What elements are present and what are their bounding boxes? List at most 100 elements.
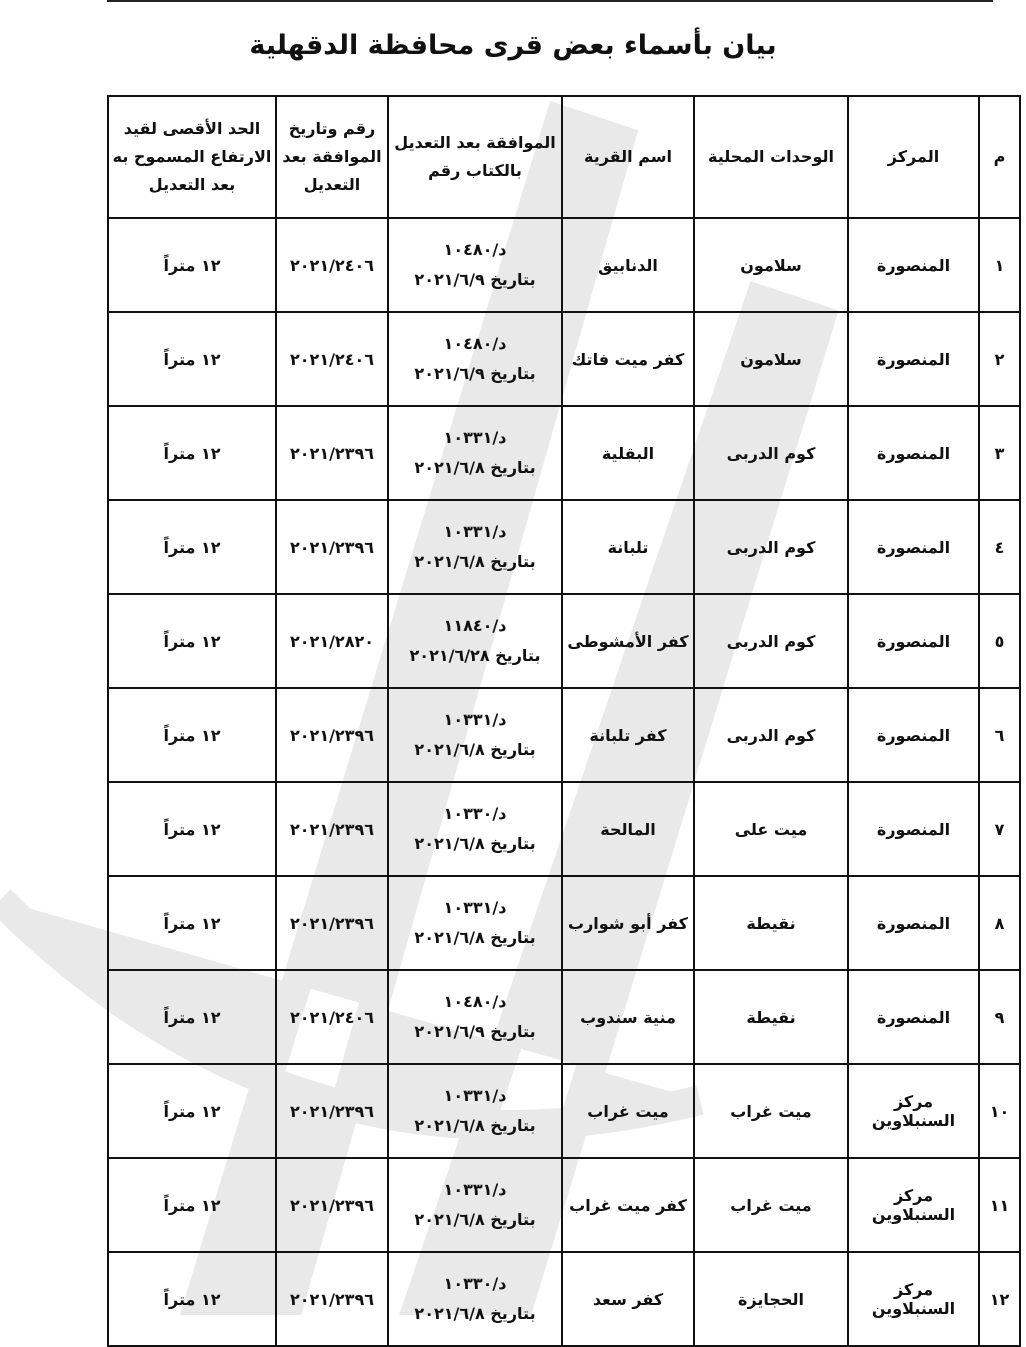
cell-index: ٩ xyxy=(978,969,1021,1065)
letter-number: د/١٠٤٨٠ xyxy=(443,239,507,259)
cell-markaz: مركز السنبلاوين xyxy=(847,1251,980,1347)
cell-letter: د/١٠٤٨٠ بتاريخ ٢٠٢١/٦/٩ xyxy=(387,311,563,407)
cell-letter: د/١٠٣٣١ بتاريخ ٢٠٢١/٦/٨ xyxy=(387,687,563,783)
letter-date: بتاريخ ٢٠٢١/٦/٢٨ xyxy=(409,646,541,665)
cell-village: المالحة xyxy=(561,781,695,877)
cell-markaz: المنصورة xyxy=(847,781,980,877)
cell-index: ٦ xyxy=(978,687,1021,783)
table-row: ٩ المنصورة نقيطة منية سندوب د/١٠٤٨٠ بتاري… xyxy=(107,969,1021,1065)
villages-table: م المركز الوحدات المحلية اسم القرية المو… xyxy=(107,95,1021,1347)
letter-date: بتاريخ ٢٠٢١/٦/٨ xyxy=(414,928,536,947)
cell-village: كفر تلبانة xyxy=(561,687,695,783)
cell-letter: د/١٠٣٣١ بتاريخ ٢٠٢١/٦/٨ xyxy=(387,1063,563,1159)
cell-markaz: المنصورة xyxy=(847,875,980,971)
cell-approval: ٢٠٢١/٢٤٠٦ xyxy=(275,311,389,407)
table-row: ٤ المنصورة كوم الدربى تلبانة د/١٠٣٣١ بتار… xyxy=(107,499,1021,595)
cell-markaz: المنصورة xyxy=(847,217,980,313)
cell-index: ١١ xyxy=(978,1157,1021,1253)
cell-approval: ٢٠٢١/٢٣٩٦ xyxy=(275,687,389,783)
cell-unit: سلامون xyxy=(693,217,849,313)
cell-max-height: ١٢ متراً xyxy=(107,499,277,595)
letter-date: بتاريخ ٢٠٢١/٦/٨ xyxy=(414,458,536,477)
cell-approval: ٢٠٢١/٢٣٩٦ xyxy=(275,405,389,501)
cell-letter: د/١٠٣٣١ بتاريخ ٢٠٢١/٦/٨ xyxy=(387,875,563,971)
cell-approval: ٢٠٢١/٢٤٠٦ xyxy=(275,969,389,1065)
header-unit: الوحدات المحلية xyxy=(693,95,849,219)
letter-number: د/١٠٣٣١ xyxy=(443,427,507,447)
letter-number: د/١٠٣٣٠ xyxy=(443,803,507,823)
letter-number: د/١١٨٤٠ xyxy=(443,615,507,635)
cell-village: منية سندوب xyxy=(561,969,695,1065)
cell-unit: ميت غراب xyxy=(693,1157,849,1253)
cell-unit: نقيطة xyxy=(693,969,849,1065)
cell-letter: د/١٠٤٨٠ بتاريخ ٢٠٢١/٦/٩ xyxy=(387,969,563,1065)
cell-approval: ٢٠٢١/٢٨٢٠ xyxy=(275,593,389,689)
cell-unit: ميت غراب xyxy=(693,1063,849,1159)
letter-number: د/١٠٣٣١ xyxy=(443,1179,507,1199)
cell-index: ٢ xyxy=(978,311,1021,407)
header-max-height: الحد الأقصى لقيد الارتفاع المسموح به بعد… xyxy=(107,95,277,219)
cell-markaz: المنصورة xyxy=(847,969,980,1065)
letter-number: د/١٠٤٨٠ xyxy=(443,991,507,1011)
cell-index: ٧ xyxy=(978,781,1021,877)
table-row: ١٠ مركز السنبلاوين ميت غراب ميت غراب د/١… xyxy=(107,1063,1021,1159)
cell-markaz: المنصورة xyxy=(847,311,980,407)
cell-markaz: المنصورة xyxy=(847,499,980,595)
cell-village: كفر ميت غراب xyxy=(561,1157,695,1253)
table-row: ٢ المنصورة سلامون كفر ميت فاتك د/١٠٤٨٠ بت… xyxy=(107,311,1021,407)
letter-date: بتاريخ ٢٠٢١/٦/٨ xyxy=(414,1304,536,1323)
cell-max-height: ١٢ متراً xyxy=(107,405,277,501)
cell-letter: د/١١٨٤٠ بتاريخ ٢٠٢١/٦/٢٨ xyxy=(387,593,563,689)
letter-date: بتاريخ ٢٠٢١/٦/٩ xyxy=(414,364,536,383)
cell-max-height: ١٢ متراً xyxy=(107,687,277,783)
table-row: ٣ المنصورة كوم الدربى البقلية د/١٠٣٣١ بتا… xyxy=(107,405,1021,501)
cell-unit: كوم الدربى xyxy=(693,499,849,595)
table-row: ٥ المنصورة كوم الدربى كفر الأمشوطى د/١١٨… xyxy=(107,593,1021,689)
header-index: م xyxy=(978,95,1021,219)
cell-index: ٥ xyxy=(978,593,1021,689)
cell-village: ميت غراب xyxy=(561,1063,695,1159)
cell-village: كفر سعد xyxy=(561,1251,695,1347)
cell-unit: سلامون xyxy=(693,311,849,407)
cell-index: ٤ xyxy=(978,499,1021,595)
table-row: ١٢ مركز السنبلاوين الحجايزة كفر سعد د/١٠… xyxy=(107,1251,1021,1347)
cell-unit: الحجايزة xyxy=(693,1251,849,1347)
table-row: ٨ المنصورة نقيطة كفر أبو شوارب د/١٠٣٣١ بت… xyxy=(107,875,1021,971)
cell-index: ١٠ xyxy=(978,1063,1021,1159)
cell-index: ١٢ xyxy=(978,1251,1021,1347)
cell-max-height: ١٢ متراً xyxy=(107,1251,277,1347)
cell-letter: د/١٠٣٣٠ بتاريخ ٢٠٢١/٦/٨ xyxy=(387,781,563,877)
letter-date: بتاريخ ٢٠٢١/٦/٨ xyxy=(414,740,536,759)
cell-unit: كوم الدربى xyxy=(693,687,849,783)
cell-unit: كوم الدربى xyxy=(693,405,849,501)
cell-letter: د/١٠٤٨٠ بتاريخ ٢٠٢١/٦/٩ xyxy=(387,217,563,313)
letter-date: بتاريخ ٢٠٢١/٦/٨ xyxy=(414,552,536,571)
cell-markaz: المنصورة xyxy=(847,687,980,783)
header-approval: رقم وتاريخ الموافقة بعد التعديل xyxy=(275,95,389,219)
cell-unit: ميت على xyxy=(693,781,849,877)
cell-village: كفر الأمشوطى xyxy=(561,593,695,689)
cell-letter: د/١٠٣٣٠ بتاريخ ٢٠٢١/٦/٨ xyxy=(387,1251,563,1347)
cell-max-height: ١٢ متراً xyxy=(107,1063,277,1159)
cell-letter: د/١٠٣٣١ بتاريخ ٢٠٢١/٦/٨ xyxy=(387,1157,563,1253)
letter-number: د/١٠٤٨٠ xyxy=(443,333,507,353)
cell-max-height: ١٢ متراً xyxy=(107,217,277,313)
cell-village: البقلية xyxy=(561,405,695,501)
header-village: اسم القرية xyxy=(561,95,695,219)
header-letter: الموافقة بعد التعديل بالكتاب رقم xyxy=(387,95,563,219)
cell-markaz: مركز السنبلاوين xyxy=(847,1157,980,1253)
cell-village: الدنابيق xyxy=(561,217,695,313)
header-markaz: المركز xyxy=(847,95,980,219)
table-row: ١ المنصورة سلامون الدنابيق د/١٠٤٨٠ بتاريخ… xyxy=(107,217,1021,313)
cell-unit: كوم الدربى xyxy=(693,593,849,689)
cell-village: كفر ميت فاتك xyxy=(561,311,695,407)
cell-approval: ٢٠٢١/٢٣٩٦ xyxy=(275,781,389,877)
cell-max-height: ١٢ متراً xyxy=(107,781,277,877)
letter-date: بتاريخ ٢٠٢١/٦/٨ xyxy=(414,1116,536,1135)
cell-index: ٨ xyxy=(978,875,1021,971)
cell-approval: ٢٠٢١/٢٤٠٦ xyxy=(275,217,389,313)
cell-approval: ٢٠٢١/٢٣٩٦ xyxy=(275,1251,389,1347)
cell-markaz: المنصورة xyxy=(847,593,980,689)
cell-approval: ٢٠٢١/٢٣٩٦ xyxy=(275,1157,389,1253)
cell-max-height: ١٢ متراً xyxy=(107,593,277,689)
